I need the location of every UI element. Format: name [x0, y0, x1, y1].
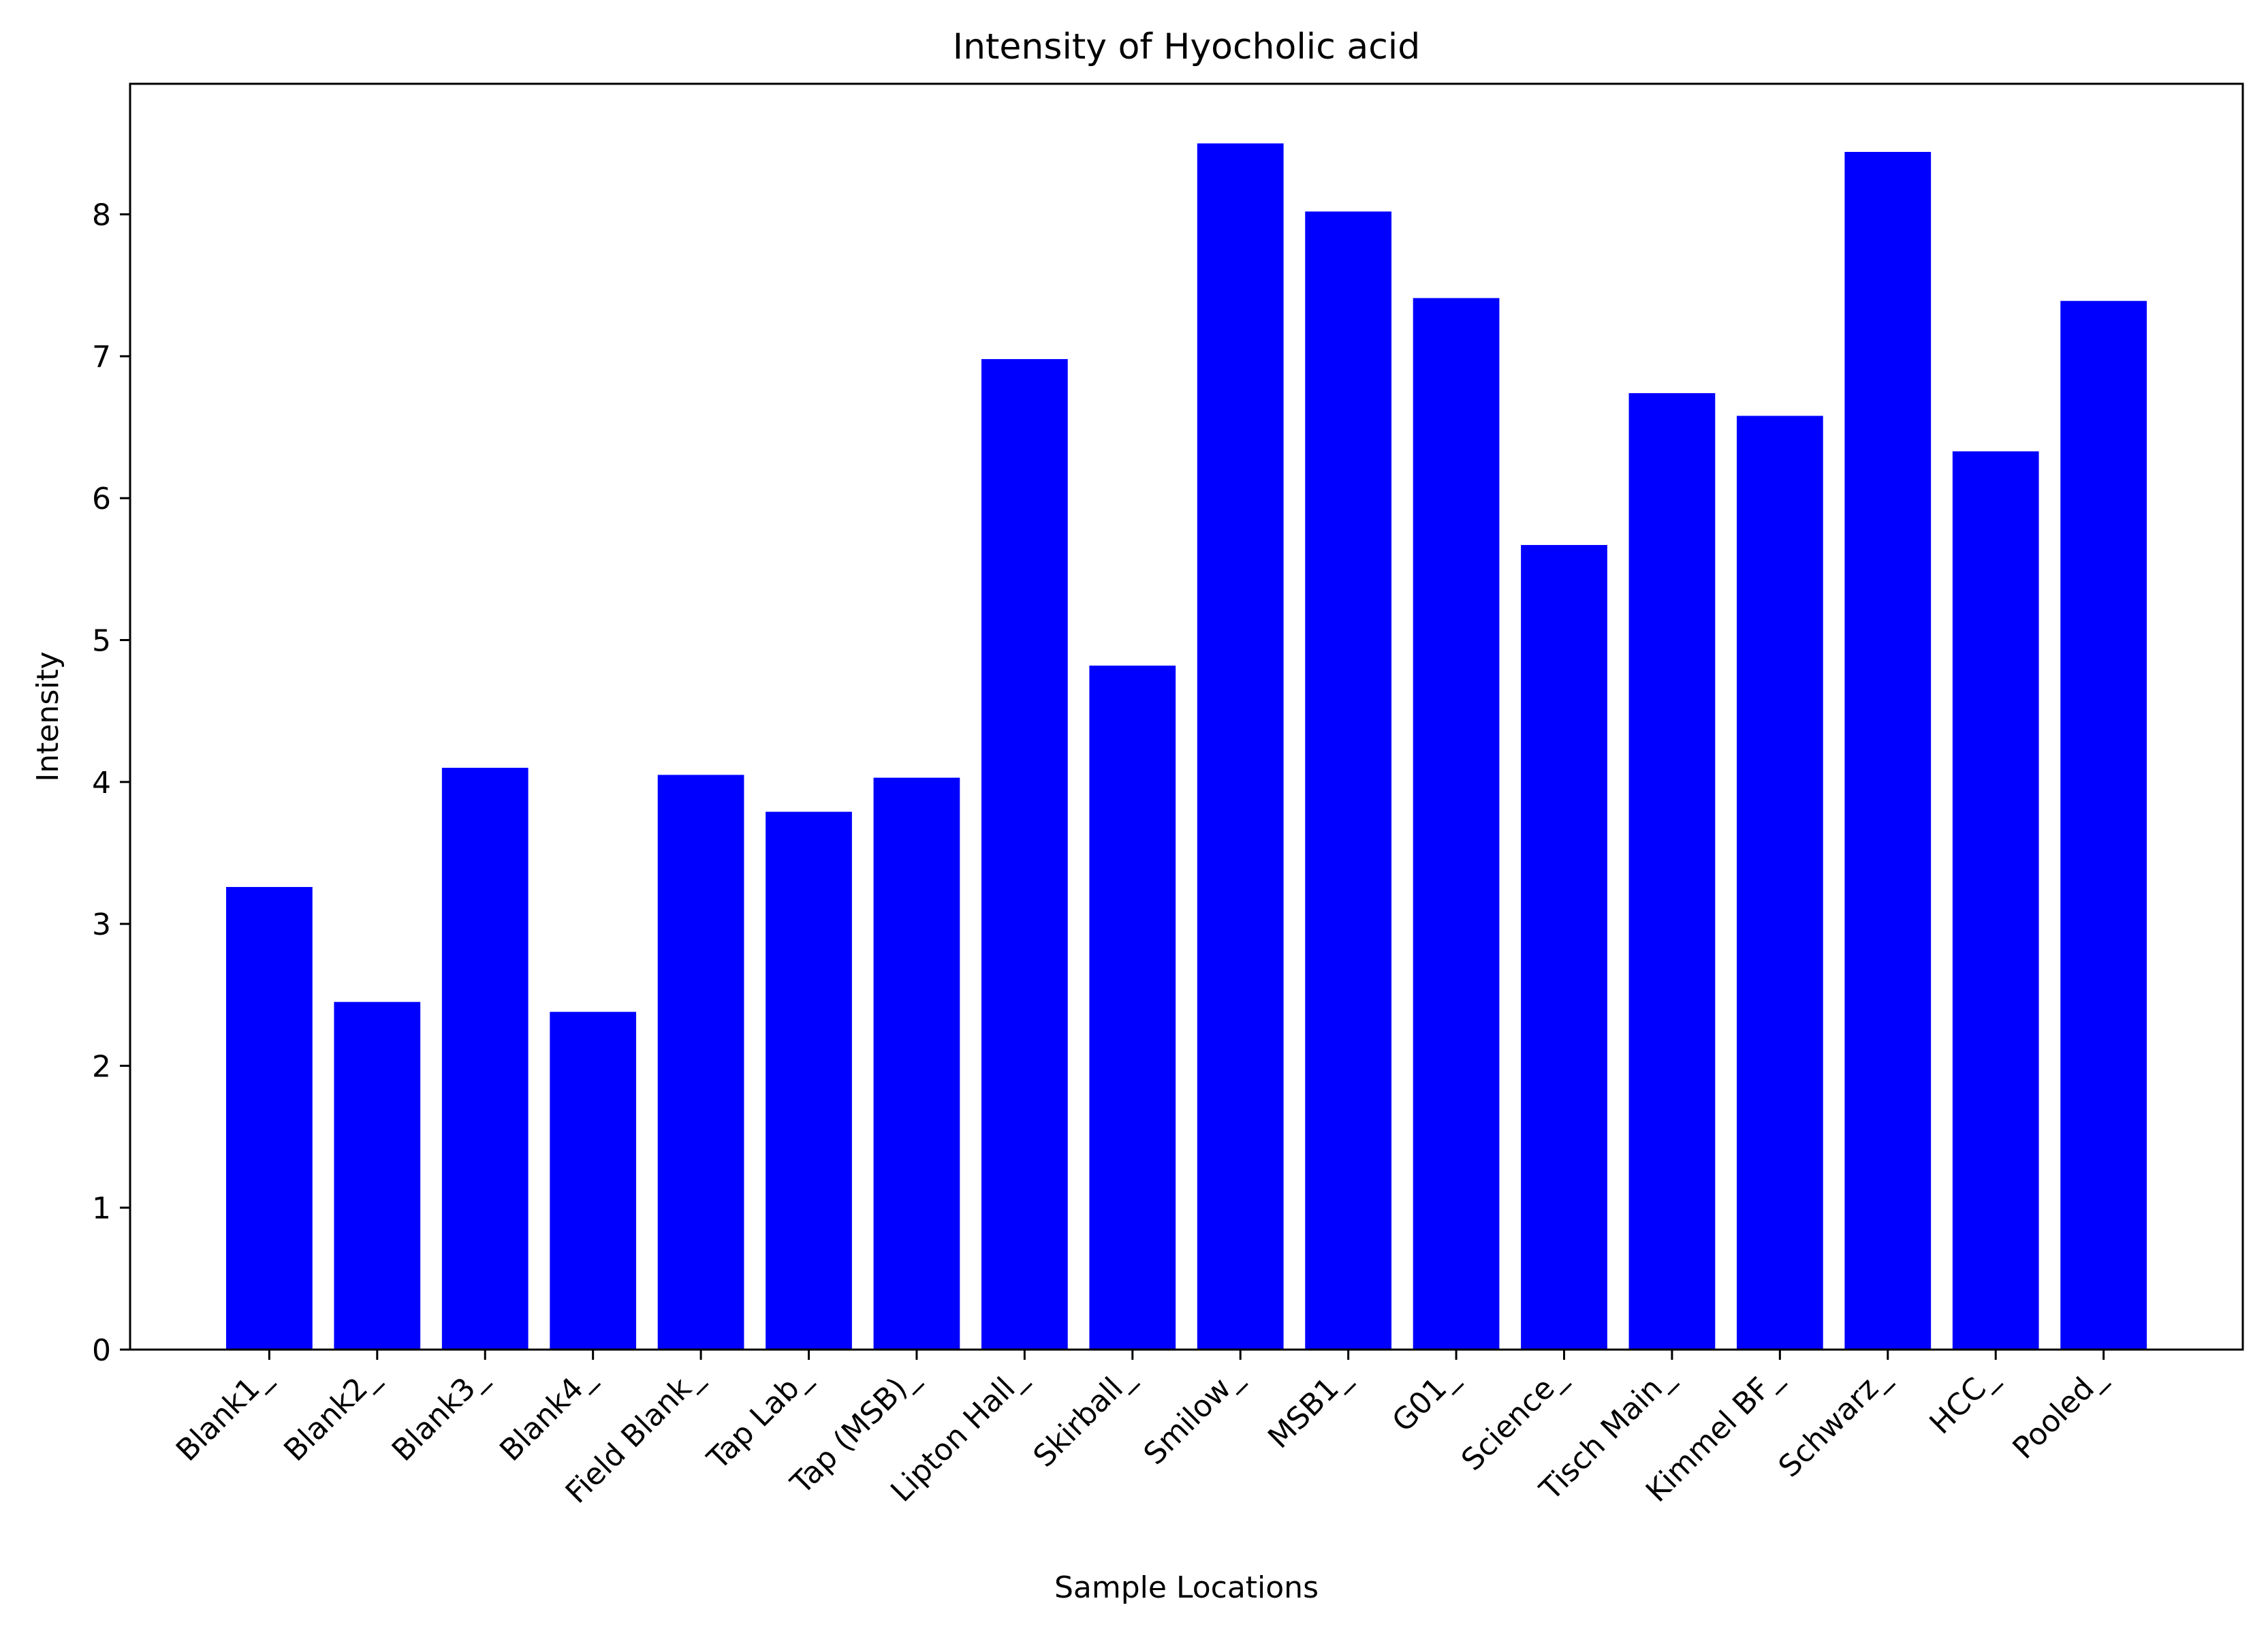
bars-layer [226, 143, 2147, 1350]
chart-title: Intensity of Hyocholic acid [953, 27, 1421, 67]
bar-0 [226, 886, 313, 1350]
bar-17 [2060, 300, 2147, 1350]
y-tick-label: 5 [92, 624, 111, 659]
y-axis-label: Intensity [31, 651, 65, 782]
y-ticks-layer: 0 1 2 3 4 5 6 7 8 [92, 198, 130, 1368]
bar-8 [1089, 666, 1176, 1350]
bar-13 [1628, 393, 1716, 1350]
bar-14 [1736, 416, 1823, 1350]
y-tick-label: 7 [92, 340, 111, 375]
bar-3 [550, 1012, 637, 1350]
bar-16 [1952, 451, 2039, 1350]
bar-10 [1305, 211, 1392, 1350]
bar-12 [1521, 544, 1607, 1350]
bar-6 [873, 777, 960, 1350]
y-tick-label: 6 [92, 482, 111, 516]
plot-frame [129, 82, 2244, 1351]
y-tick-label: 8 [92, 198, 111, 233]
bar-7 [981, 359, 1068, 1350]
bar-2 [441, 767, 529, 1350]
x-axis-label: Sample Locations [1054, 1570, 1319, 1605]
bar-1 [334, 1001, 421, 1350]
y-tick-label: 4 [92, 766, 111, 800]
bar-11 [1413, 298, 1500, 1350]
y-tick-label: 2 [92, 1049, 111, 1084]
bar-4 [657, 775, 744, 1350]
bar-9 [1197, 143, 1284, 1350]
y-tick-label: 0 [92, 1333, 111, 1368]
bar-15 [1844, 151, 1932, 1350]
y-tick-label: 1 [92, 1192, 111, 1226]
bar-5 [766, 811, 852, 1350]
y-tick-label: 3 [92, 907, 111, 942]
